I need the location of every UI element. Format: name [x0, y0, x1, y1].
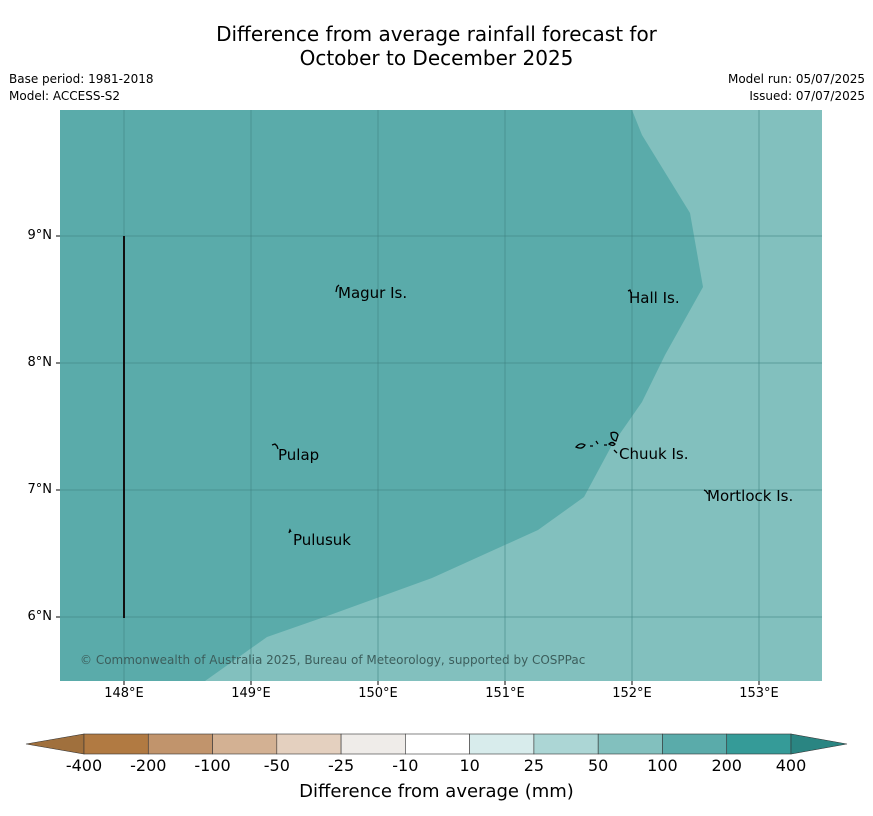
chart-title: Difference from average rainfall forecas… — [0, 22, 873, 70]
colorbar-label: 10 — [459, 756, 480, 775]
title-line-2: October to December 2025 — [299, 46, 574, 70]
colorbar-label: -100 — [194, 756, 231, 775]
x-tick-153e: 153°E — [739, 686, 779, 701]
model-run: Model run: 05/07/2025 — [727, 72, 865, 86]
island-outlines — [271, 284, 709, 534]
island-chuuk — [574, 431, 619, 454]
colorbar-segment — [662, 733, 728, 755]
colorbar-extend-high — [790, 733, 848, 755]
colorbar-segment — [533, 733, 599, 755]
island-pulap — [271, 443, 279, 450]
y-tick-6n: 6°N — [27, 609, 53, 624]
place-label-hall: Hall Is. — [629, 289, 680, 307]
x-tick-148e: 148°E — [104, 686, 144, 701]
colorbar-segment — [276, 733, 342, 755]
title-line-1: Difference from average rainfall forecas… — [216, 22, 657, 46]
colorbar-label: -200 — [130, 756, 167, 775]
island-hall — [627, 289, 632, 294]
colorbar-extend-low — [25, 733, 85, 755]
place-label-pulusuk: Pulusuk — [293, 531, 351, 549]
y-tick-7n: 7°N — [27, 482, 53, 497]
island-pulusuk — [288, 528, 292, 534]
colorbar-label: -10 — [392, 756, 419, 775]
colorbar-label: 400 — [775, 756, 807, 775]
x-tick-152e: 152°E — [612, 686, 652, 701]
colorbar-label: 50 — [587, 756, 609, 775]
colorbar-segment — [469, 733, 535, 755]
colorbar-segment — [212, 733, 278, 755]
base-period: Base period: 1981-2018 — [9, 72, 154, 86]
colorbar-label: 100 — [647, 756, 678, 775]
island-magur — [335, 284, 340, 293]
colorbar-segment — [405, 733, 470, 755]
zone-100-200 — [60, 110, 703, 681]
issued-date: Issued: 07/07/2025 — [749, 89, 865, 103]
place-label-mortlock: Mortlock Is. — [707, 487, 794, 505]
colorbar-label: 200 — [711, 756, 742, 775]
x-tick-150e: 150°E — [358, 686, 398, 701]
place-label-magur: Magur Is. — [338, 284, 408, 302]
y-tick-8n: 8°N — [27, 355, 53, 370]
colorbar — [25, 733, 848, 755]
x-tick-149e: 149°E — [231, 686, 271, 701]
island-mortlock — [703, 489, 709, 495]
colorbar-label: -25 — [328, 756, 355, 775]
place-label-chuuk: Chuuk Is. — [619, 445, 689, 463]
colorbar-title: Difference from average (mm) — [299, 781, 574, 802]
colorbar-label: -400 — [65, 756, 103, 775]
colorbar-segment — [597, 733, 663, 755]
colorbar-label: 25 — [523, 756, 545, 775]
colorbar-segment — [147, 733, 213, 755]
y-tick-9n: 9°N — [27, 228, 53, 243]
meta-left: Base period: 1981-2018 Model: ACCESS-S2 — [9, 71, 154, 105]
copyright-notice: © Commonwealth of Australia 2025, Bureau… — [80, 653, 586, 667]
colorbar-segment — [340, 733, 406, 755]
colorbar-segment — [726, 733, 792, 755]
model-name: Model: ACCESS-S2 — [9, 89, 121, 103]
place-label-pulap: Pulap — [278, 446, 320, 464]
axis-ticks — [56, 235, 760, 685]
meta-right: Model run: 05/07/2025 Issued: 07/07/2025 — [728, 71, 865, 105]
x-tick-151e: 151°E — [485, 686, 525, 701]
colorbar-segment — [83, 733, 149, 755]
colorbar-label: -50 — [263, 756, 290, 775]
